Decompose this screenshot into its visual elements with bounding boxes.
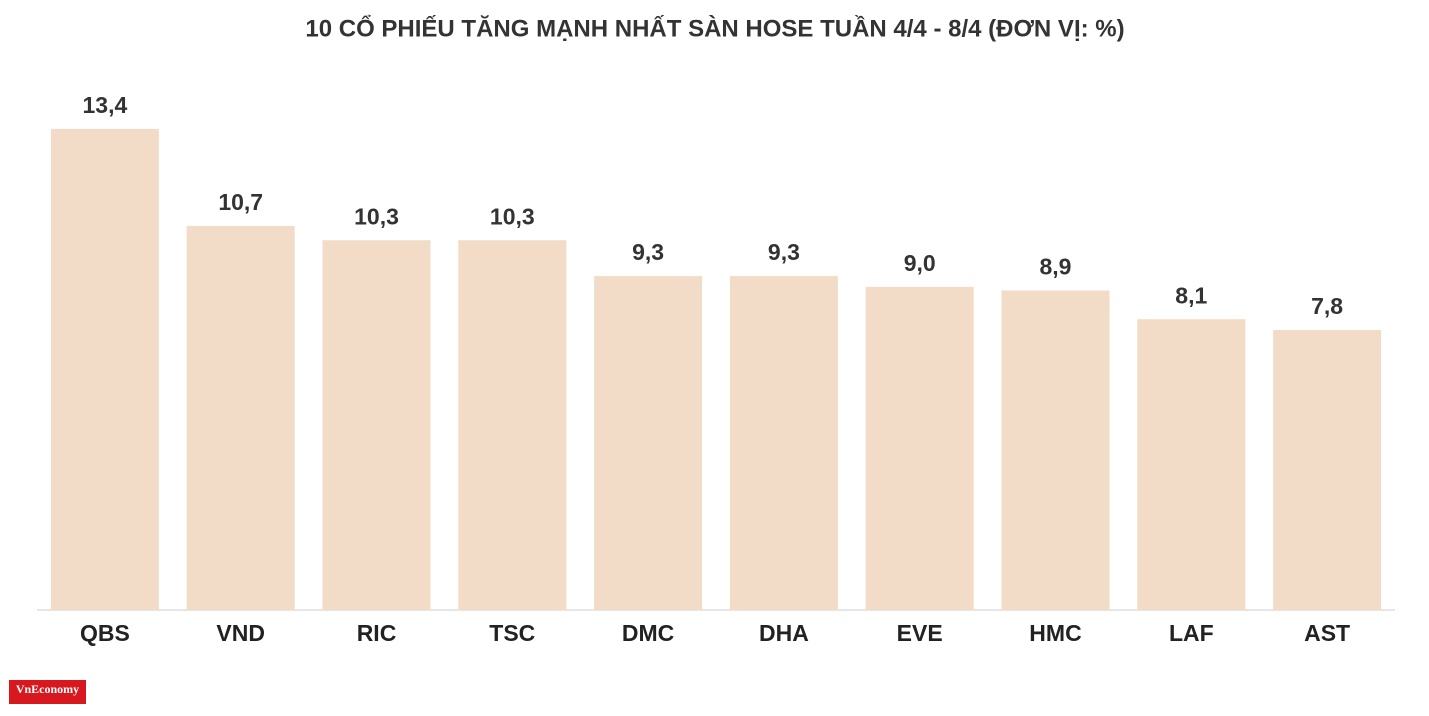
value-label: 7,8 <box>1311 293 1343 319</box>
bar <box>50 128 159 610</box>
bar <box>186 225 295 610</box>
value-label: 10,3 <box>354 203 399 229</box>
x-tick-label: LAF <box>1169 620 1214 646</box>
value-label: 9,3 <box>632 239 664 265</box>
chart-title: 10 CỔ PHIẾU TĂNG MẠNH NHẤT SÀN HOSE TUẦN… <box>305 14 1124 42</box>
value-label: 13,4 <box>83 92 128 118</box>
logo-text: VnEconomy <box>16 682 79 696</box>
x-tick-label: RIC <box>357 620 397 646</box>
bar <box>865 286 974 610</box>
x-tick-label: QBS <box>80 620 130 646</box>
value-label: 8,1 <box>1175 282 1207 308</box>
logo <box>9 680 86 704</box>
value-label: 9,3 <box>768 239 800 265</box>
x-tick-label: EVE <box>897 620 943 646</box>
value-label: 10,3 <box>490 203 535 229</box>
bar <box>322 240 431 611</box>
bar <box>458 240 567 611</box>
bar <box>729 276 838 610</box>
x-tick-label: DHA <box>759 620 809 646</box>
value-label: 8,9 <box>1040 254 1072 280</box>
value-label: 10,7 <box>218 189 263 215</box>
x-tick-label: TSC <box>489 620 535 646</box>
x-tick-label: AST <box>1304 620 1350 646</box>
value-label: 9,0 <box>904 250 936 276</box>
x-tick-label: VND <box>216 620 265 646</box>
x-tick-label: DMC <box>622 620 674 646</box>
bar <box>1001 290 1110 610</box>
x-tick-label: HMC <box>1029 620 1081 646</box>
bar <box>594 276 703 610</box>
bar <box>1273 329 1382 610</box>
bar <box>1137 319 1246 610</box>
